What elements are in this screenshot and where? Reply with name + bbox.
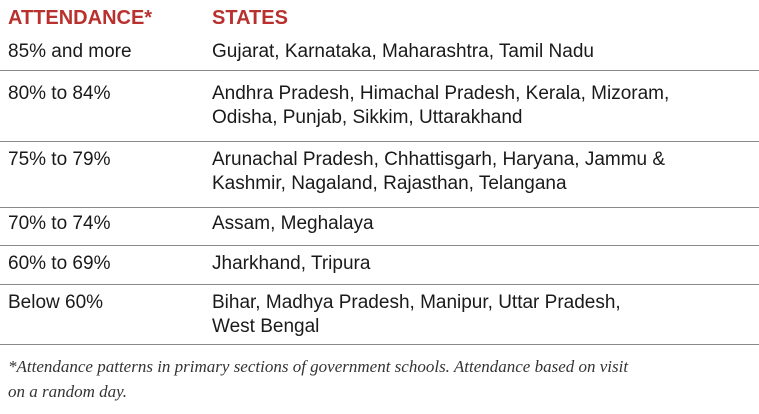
header-states: STATES <box>212 7 288 29</box>
states-line: Kashmir, Nagaland, Rajasthan, Telangana <box>212 173 567 194</box>
attendance-cell: 75% to 79% <box>8 149 111 170</box>
row-divider <box>0 70 759 71</box>
header-attendance: ATTENDANCE* <box>8 7 153 29</box>
states-line: Andhra Pradesh, Himachal Pradesh, Kerala… <box>212 83 670 104</box>
states-line: Arunachal Pradesh, Chhattisgarh, Haryana… <box>212 149 666 170</box>
attendance-cell: 70% to 74% <box>8 213 111 234</box>
states-line: Assam, Meghalaya <box>212 213 374 234</box>
footnote-line: *Attendance patterns in primary sections… <box>8 357 629 376</box>
attendance-cell: 80% to 84% <box>8 83 111 104</box>
footnote-line: on a random day. <box>8 382 127 401</box>
attendance-cell: Below 60% <box>8 292 104 313</box>
states-line: West Bengal <box>212 316 320 337</box>
row-divider <box>0 344 759 345</box>
attendance-cell: 85% and more <box>8 41 132 62</box>
row-divider <box>0 284 759 285</box>
attendance-cell: 60% to 69% <box>8 253 111 274</box>
states-line: Bihar, Madhya Pradesh, Manipur, Uttar Pr… <box>212 292 621 313</box>
row-divider <box>0 245 759 246</box>
states-line: Jharkhand, Tripura <box>212 253 371 274</box>
states-line: Odisha, Punjab, Sikkim, Uttarakhand <box>212 107 523 128</box>
row-divider <box>0 141 759 142</box>
row-divider <box>0 207 759 208</box>
states-line: Gujarat, Karnataka, Maharashtra, Tamil N… <box>212 41 594 62</box>
